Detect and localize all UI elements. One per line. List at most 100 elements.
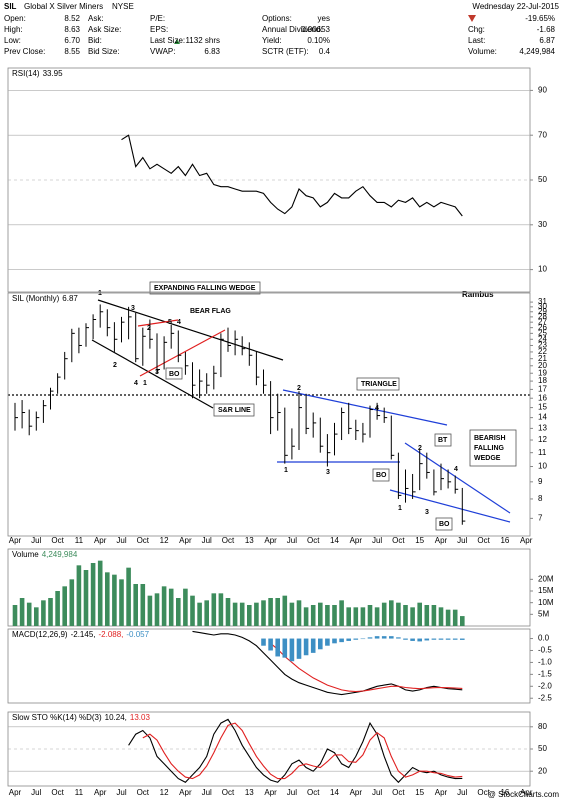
bar xyxy=(367,605,373,626)
line-series xyxy=(270,642,463,693)
x-tick-label: Jul xyxy=(202,536,212,545)
panel-title: Volume 4,249,984 xyxy=(12,550,78,559)
bar xyxy=(424,638,430,641)
y-tick-label: 27 xyxy=(538,317,547,326)
callout-box xyxy=(372,468,390,482)
x-tick-label: 15 xyxy=(415,788,424,797)
bar xyxy=(374,636,380,639)
wave-label: 3 xyxy=(425,509,429,516)
field-value: 4,249,984 xyxy=(519,47,555,56)
field-label: Chg: xyxy=(468,25,485,34)
y-tick-label: 50 xyxy=(538,175,547,184)
bar xyxy=(261,638,266,646)
x-tick-label: Apr xyxy=(179,788,192,797)
line-series xyxy=(121,134,463,217)
bar xyxy=(332,638,337,644)
y-tick-label: 7 xyxy=(538,513,543,522)
panel-title-part: 13.03 xyxy=(130,713,151,722)
panel-frame xyxy=(7,628,531,704)
y-tick-label: 28 xyxy=(538,312,547,321)
bar xyxy=(460,638,465,640)
bar xyxy=(261,600,266,626)
panel-title-part: 4,249,984 xyxy=(42,550,78,559)
y-tick-label: 23 xyxy=(538,341,547,350)
bar xyxy=(325,638,330,646)
bar xyxy=(176,598,181,626)
bar xyxy=(239,602,245,626)
annotation: BO xyxy=(169,371,180,378)
y-tick-label: 30 xyxy=(538,220,547,229)
bar xyxy=(353,638,359,640)
bar xyxy=(310,638,316,653)
bar xyxy=(367,637,373,639)
bar xyxy=(410,638,415,641)
x-tick-label: Oct xyxy=(307,788,320,797)
callout-box xyxy=(434,433,452,447)
annotation: WEDGE xyxy=(474,455,501,462)
y-tick-label: 16 xyxy=(538,393,547,402)
y-tick-label: 15M xyxy=(538,586,554,595)
bar xyxy=(403,605,408,626)
bar xyxy=(346,607,351,626)
field-value: 0.10% xyxy=(307,36,330,45)
panel-title: MACD(12,26,9) -2.145, -2.088, -0.057 xyxy=(12,630,150,639)
bar xyxy=(190,595,195,626)
bar xyxy=(97,560,103,626)
bar xyxy=(310,605,316,626)
field-label: Last Size: xyxy=(150,36,185,45)
credit: @ StockCharts.com xyxy=(488,790,560,799)
bar xyxy=(26,602,32,626)
bar xyxy=(83,570,89,626)
panel-title-part: RSI(14) xyxy=(12,69,40,78)
bar xyxy=(140,584,146,626)
x-tick-label: Apr xyxy=(94,536,107,545)
bar xyxy=(339,638,344,643)
x-tick-label: 14 xyxy=(330,536,339,545)
y-tick-label: 24 xyxy=(538,334,547,343)
field-label: Yield: xyxy=(262,36,282,45)
x-tick-label: Jul xyxy=(31,536,41,545)
exchange: NYSE xyxy=(112,2,134,11)
x-tick-label: Apr xyxy=(435,536,448,545)
wave-label: 4 xyxy=(454,466,458,473)
bar xyxy=(204,600,209,626)
bar xyxy=(360,607,366,626)
x-tick-label: 16 xyxy=(500,788,509,797)
field-label: Bid: xyxy=(88,36,102,45)
callout-box xyxy=(149,281,261,295)
field-label: Open: xyxy=(4,14,26,23)
x-tick-label: Apr xyxy=(9,536,22,545)
callout-box xyxy=(435,517,453,531)
field-value: yes xyxy=(318,14,330,23)
annotation: BO xyxy=(439,521,450,528)
panel-frame xyxy=(7,292,531,537)
y-tick-label: 50 xyxy=(538,744,547,753)
x-tick-label: Oct xyxy=(392,788,405,797)
y-tick-label: 30 xyxy=(538,302,547,311)
wave-label: 2 xyxy=(297,385,301,392)
bar xyxy=(325,605,330,626)
x-tick-label: Jul xyxy=(287,788,297,797)
bar xyxy=(403,638,408,640)
y-tick-label: 70 xyxy=(538,130,547,139)
y-tick-label: 10M xyxy=(538,598,554,607)
panel-title-part: Volume xyxy=(12,550,39,559)
x-tick-label: 11 xyxy=(75,536,84,545)
bar xyxy=(34,607,39,626)
panel-title: Slow STO %K(14) %D(3) 10.24, 13.03 xyxy=(12,713,150,722)
field-label: Options: xyxy=(262,14,292,23)
bar xyxy=(76,565,82,626)
panel-title-part: -2.145, xyxy=(71,630,96,639)
x-tick-label: Oct xyxy=(137,536,150,545)
x-tick-label: Apr xyxy=(435,788,448,797)
line-series xyxy=(192,630,463,696)
y-tick-label: 5M xyxy=(538,609,549,618)
wave-label: 4 xyxy=(134,380,138,387)
bar xyxy=(197,602,202,626)
y-tick-label: 12 xyxy=(538,435,547,444)
y-tick-label: -2.0 xyxy=(538,681,552,690)
up-arrow xyxy=(174,39,180,44)
bar xyxy=(232,602,238,626)
bar xyxy=(161,586,167,626)
